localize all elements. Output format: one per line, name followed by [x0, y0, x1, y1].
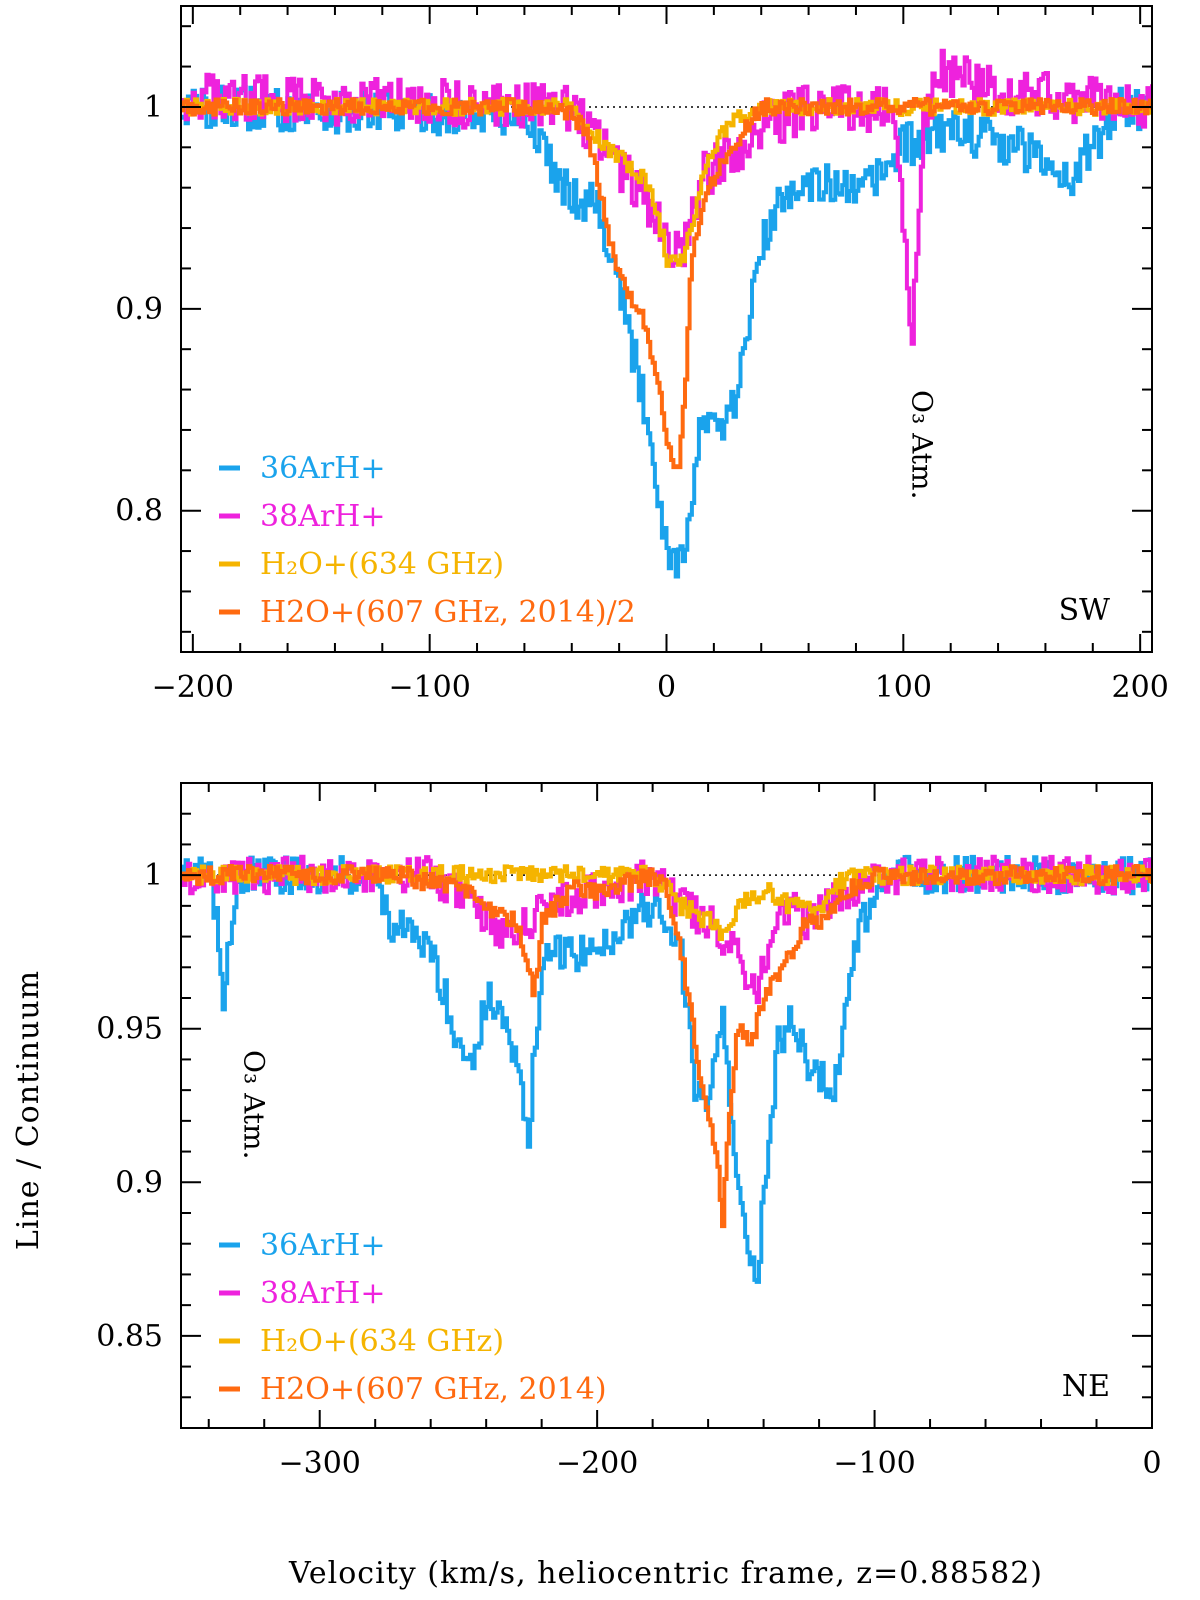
panel-label: SW — [1059, 593, 1111, 628]
y-tick-label: 0.9 — [115, 1165, 163, 1200]
legend-label: 38ArH+ — [260, 499, 385, 534]
x-tick-label: −100 — [833, 1446, 915, 1481]
panel-label: NE — [1062, 1369, 1110, 1404]
legend-label: 36ArH+ — [260, 451, 385, 486]
series-line-h2o-607-ghz-2014-2 — [181, 96, 1152, 470]
x-tick-label: −300 — [279, 1446, 361, 1481]
y-tick-label: 0.85 — [96, 1319, 163, 1354]
y-tick-label: 1 — [144, 858, 163, 893]
y-tick-label: 1 — [144, 90, 163, 125]
x-tick-label: 100 — [875, 670, 932, 705]
ne-panel: −300 −200 −100 0 0.85 0.9 0.95 1 36ArH+ 38ArH+ H₂O… — [96, 782, 1162, 1481]
legend-label: 36ArH+ — [260, 1228, 385, 1263]
legend-label: 38ArH+ — [260, 1276, 385, 1311]
legend-label: H2O+(607 GHz, 2014)/2 — [260, 595, 636, 630]
legend-label: H2O+(607 GHz, 2014) — [260, 1372, 607, 1407]
plot-frame — [180, 782, 1153, 1429]
x-tick-label: 0 — [1142, 1446, 1161, 1481]
plot-area — [181, 854, 1152, 1284]
x-tick-label: −200 — [152, 670, 234, 705]
o3-atm-annotation: O₃ Atm. — [905, 390, 938, 500]
y-tick-label: 0.8 — [115, 494, 163, 529]
legend-label: H₂O+(634 GHz) — [260, 1324, 504, 1359]
series-line-36arh- — [181, 854, 1152, 1284]
x-tick-label: −100 — [388, 670, 470, 705]
plot-area — [181, 48, 1152, 579]
series-line-h2o-607-ghz-2014- — [181, 864, 1152, 1229]
sw-panel: −200 −100 0 100 200 0.8 0.9 1 36ArH+ 38ArH+ H₂O+(6… — [115, 5, 1169, 705]
legend-label: H₂O+(634 GHz) — [260, 547, 504, 582]
x-axis-title: Velocity (km/s, heliocentric frame, z=0.… — [288, 1556, 1043, 1591]
series-line-38arh- — [181, 48, 1152, 346]
y-tick-label: 0.9 — [115, 292, 163, 327]
y-axis-title: Line / Continuum — [11, 970, 46, 1250]
x-tick-label: 200 — [1112, 670, 1169, 705]
y-tick-label: 0.95 — [96, 1012, 163, 1047]
x-tick-label: −200 — [556, 1446, 638, 1481]
o3-atm-annotation: O₃ Atm. — [238, 1050, 271, 1160]
series-line-h-o-634-ghz- — [181, 96, 1152, 268]
x-tick-label: 0 — [657, 670, 676, 705]
